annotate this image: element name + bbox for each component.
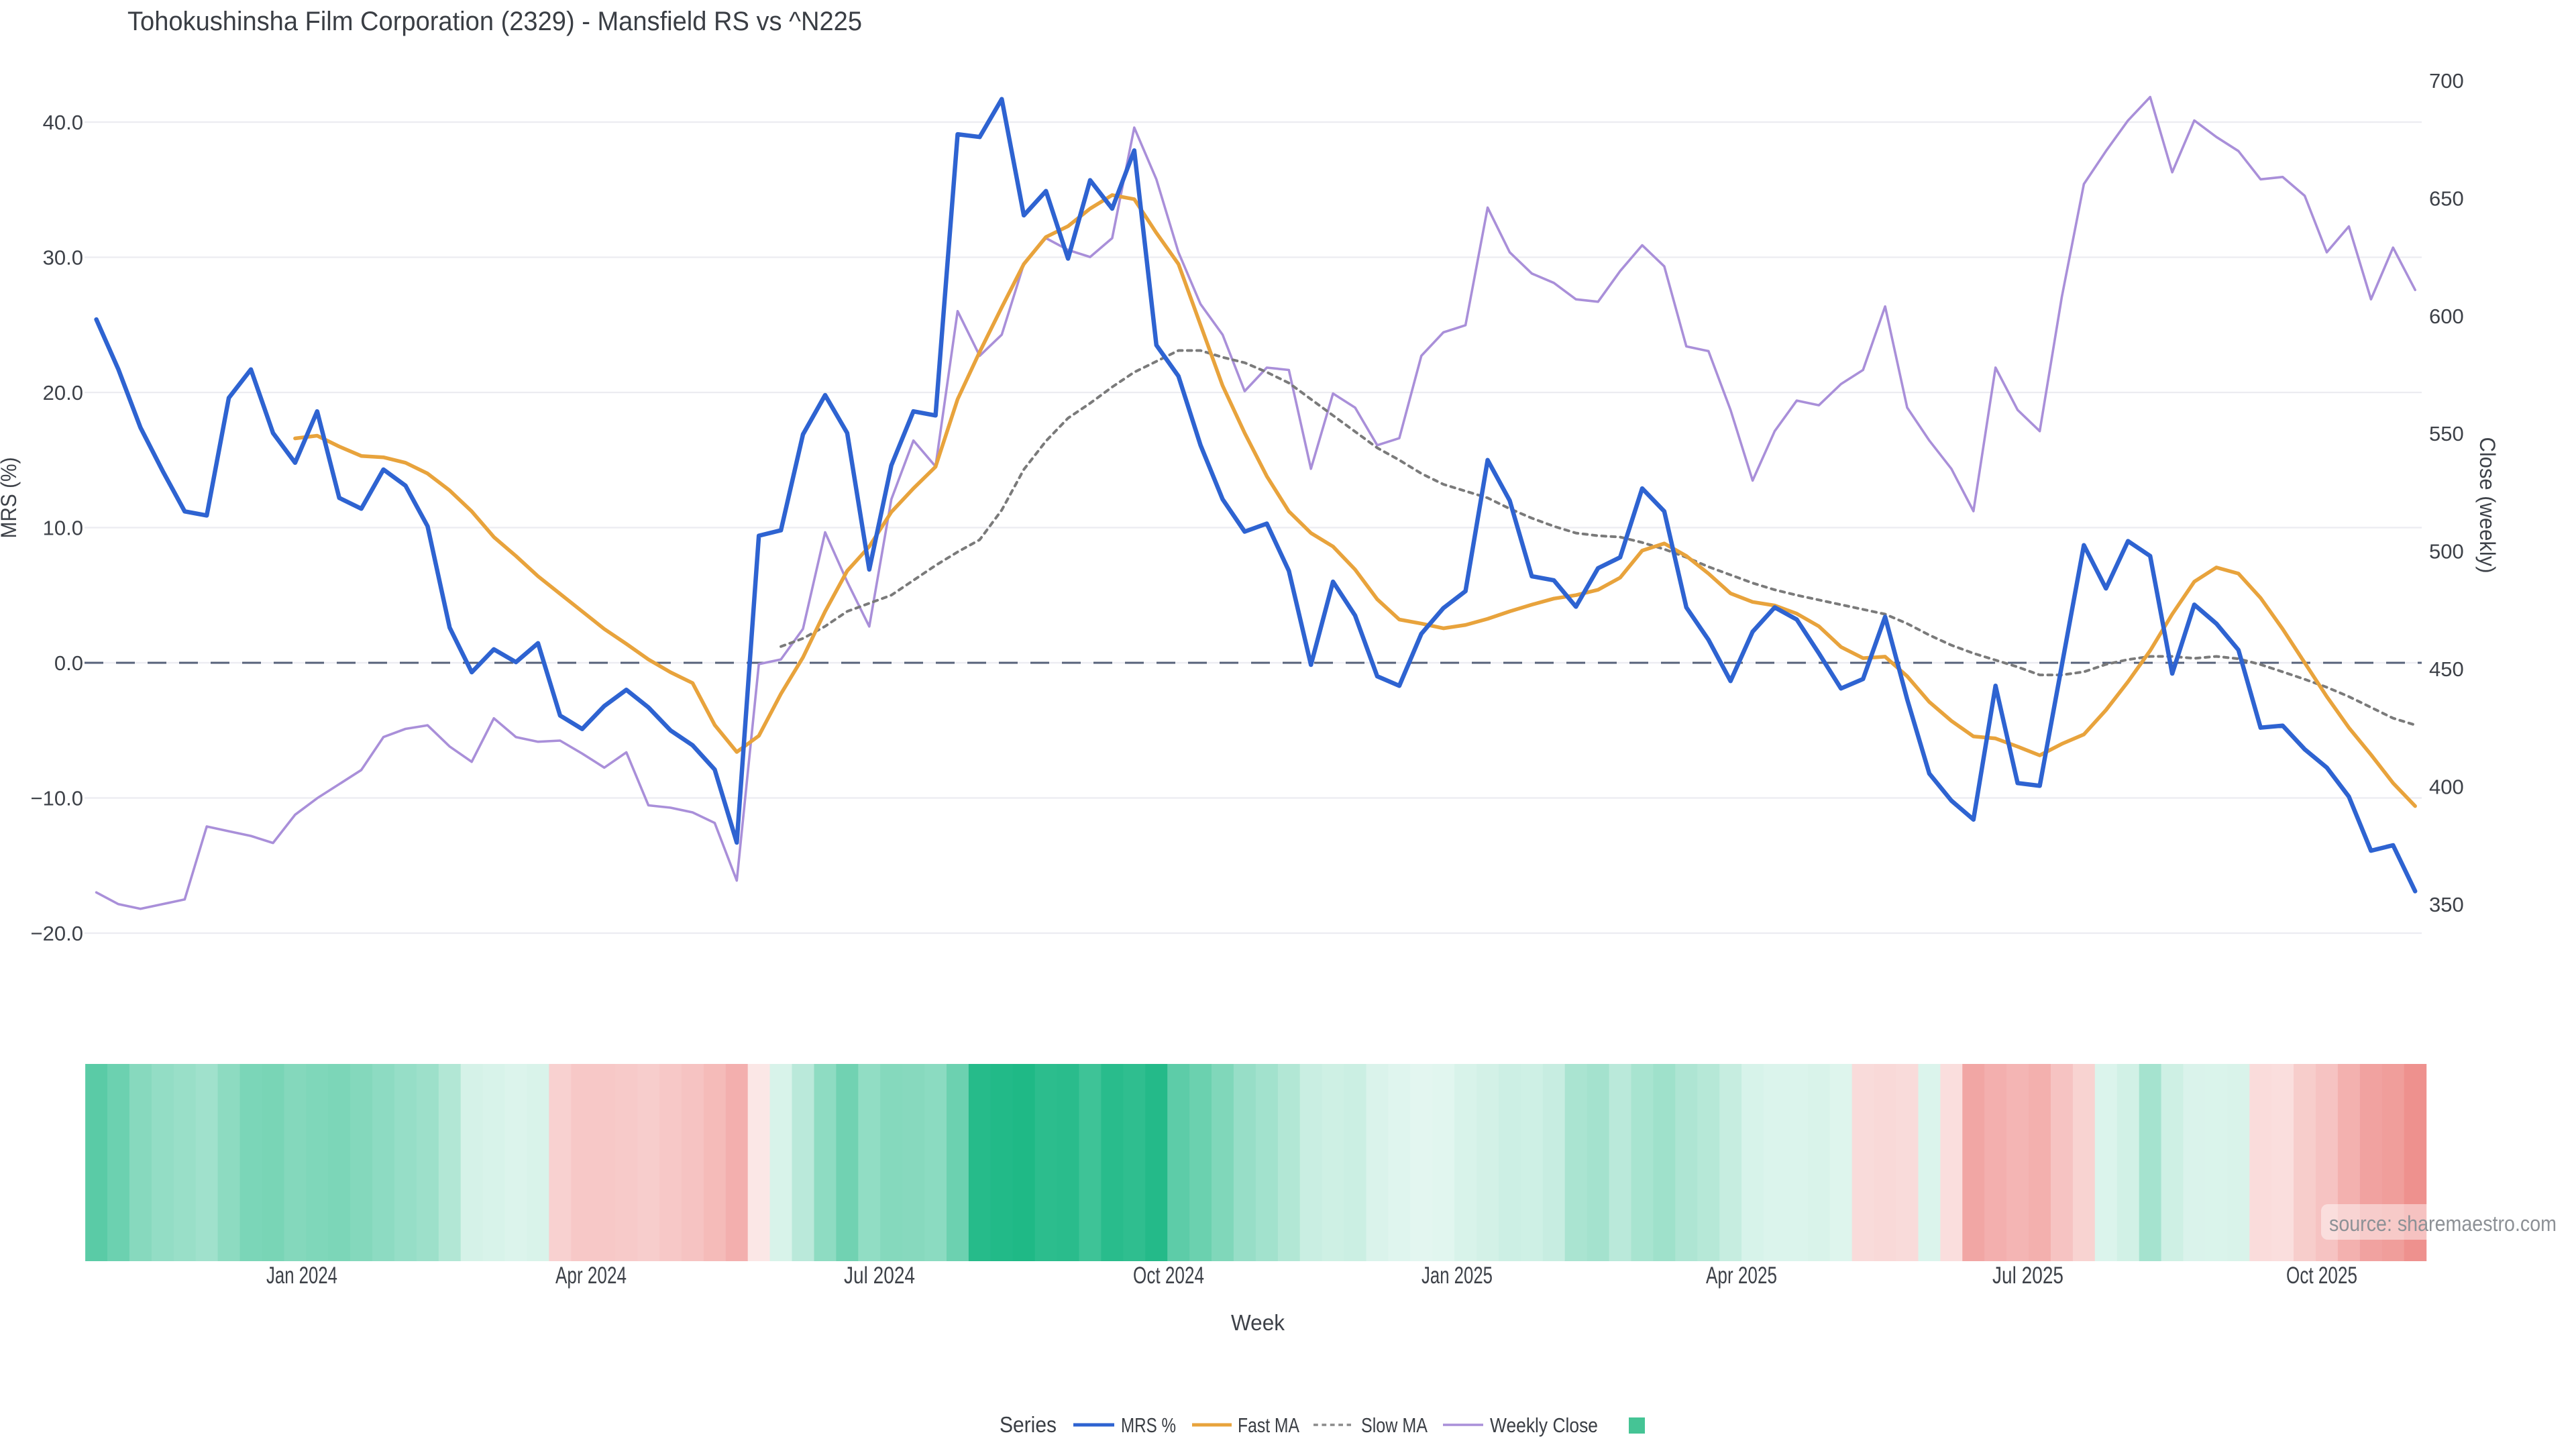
svg-text:−10.0: −10.0: [31, 787, 83, 810]
svg-text:Apr 2024: Apr 2024: [555, 1263, 627, 1289]
svg-text:Oct 2025: Oct 2025: [2286, 1263, 2357, 1289]
svg-text:source: sharemaestro.com: source: sharemaestro.com: [2329, 1212, 2557, 1236]
svg-text:Slow MA: Slow MA: [1361, 1413, 1428, 1437]
svg-text:MRS (%): MRS (%): [0, 458, 21, 539]
svg-text:Tohokushinsha Film Corporation: Tohokushinsha Film Corporation (2329) - …: [127, 7, 862, 36]
svg-text:350: 350: [2429, 893, 2464, 916]
svg-text:400: 400: [2429, 775, 2464, 798]
svg-text:Weekly Close: Weekly Close: [1490, 1413, 1598, 1437]
svg-text:MRS %: MRS %: [1121, 1413, 1176, 1437]
svg-text:450: 450: [2429, 657, 2464, 681]
svg-text:30.0: 30.0: [43, 246, 83, 270]
svg-text:500: 500: [2429, 540, 2464, 564]
svg-text:550: 550: [2429, 422, 2464, 445]
svg-text:40.0: 40.0: [43, 111, 83, 134]
svg-text:Fast MA: Fast MA: [1238, 1413, 1299, 1437]
svg-text:Jul 2025: Jul 2025: [1992, 1263, 2063, 1289]
svg-text:650: 650: [2429, 186, 2464, 210]
svg-text:20.0: 20.0: [43, 381, 83, 405]
svg-text:Apr 2025: Apr 2025: [1706, 1263, 1777, 1289]
svg-text:10.0: 10.0: [43, 517, 83, 540]
svg-text:Jan 2025: Jan 2025: [1421, 1263, 1493, 1289]
svg-text:600: 600: [2429, 305, 2464, 328]
svg-text:Oct 2024: Oct 2024: [1133, 1263, 1204, 1289]
svg-text:Close (weekly): Close (weekly): [2475, 437, 2500, 574]
svg-text:700: 700: [2429, 69, 2464, 93]
svg-text:Jul 2024: Jul 2024: [844, 1263, 915, 1289]
svg-text:0.0: 0.0: [54, 651, 83, 675]
svg-text:Jan 2024: Jan 2024: [266, 1263, 337, 1289]
svg-text:−20.0: −20.0: [31, 922, 83, 945]
svg-text:Week: Week: [1231, 1310, 1285, 1335]
svg-text:Series: Series: [1000, 1412, 1057, 1437]
